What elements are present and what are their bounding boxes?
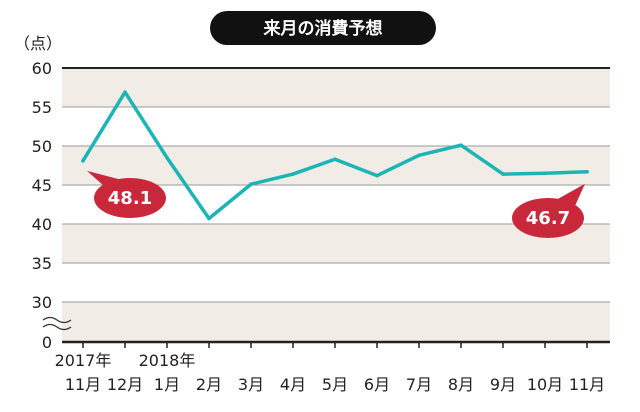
- chart-title-pill: [210, 11, 436, 45]
- data-point: [543, 171, 547, 176]
- value-callout: 46.7: [512, 183, 585, 238]
- x-tick-label: 11月: [65, 375, 101, 394]
- data-point: [333, 157, 337, 162]
- y-axis-label: （点）: [14, 34, 62, 53]
- y-tick-label: 45: [32, 176, 52, 195]
- grid-band: [62, 224, 610, 263]
- data-point: [417, 153, 421, 158]
- grid-band: [62, 302, 610, 342]
- data-point: [501, 172, 505, 176]
- data-point: [81, 159, 85, 163]
- callout-label: 48.1: [108, 188, 152, 209]
- data-point: [123, 90, 127, 94]
- x-tick-label: 9月: [490, 375, 516, 394]
- x-tick-label: 12月: [107, 375, 143, 394]
- y-tick-label: 55: [32, 98, 52, 117]
- x-tick-label: 6月: [364, 375, 390, 394]
- chart-title: 来月の消費予想: [263, 18, 383, 39]
- x-tick-label: 1月: [154, 375, 180, 394]
- axis-break-icon: [42, 316, 72, 331]
- y-tick-label: 50: [32, 137, 52, 156]
- data-point: [459, 143, 463, 148]
- grid-band: [62, 146, 610, 185]
- data-point: [585, 169, 589, 174]
- x-tick-label: 11月: [569, 375, 605, 394]
- x-tick-label: 8月: [448, 375, 474, 394]
- y-tick-label: 40: [32, 215, 52, 234]
- data-point: [375, 173, 379, 178]
- y-tick-label: 35: [32, 254, 52, 273]
- callout-label: 46.7: [526, 208, 570, 229]
- x-tick-label: 4月: [280, 375, 306, 394]
- x-tick-label: 5月: [322, 375, 348, 394]
- grid-band: [62, 68, 610, 107]
- value-callout: 48.1: [87, 170, 166, 218]
- x-year-label: 2017年: [55, 351, 112, 370]
- data-point: [207, 216, 211, 221]
- data-point: [249, 182, 253, 187]
- y-tick-label: 60: [32, 59, 52, 78]
- y-tick-label: 0: [42, 333, 52, 352]
- x-year-label: 2018年: [139, 351, 196, 370]
- data-point: [291, 172, 295, 176]
- x-tick-label: 7月: [406, 375, 432, 394]
- x-tick-label: 10月: [527, 375, 563, 394]
- x-tick-label: 2月: [196, 375, 222, 394]
- data-point: [165, 155, 169, 160]
- y-tick-label: 30: [32, 293, 52, 312]
- x-tick-label: 3月: [238, 375, 264, 394]
